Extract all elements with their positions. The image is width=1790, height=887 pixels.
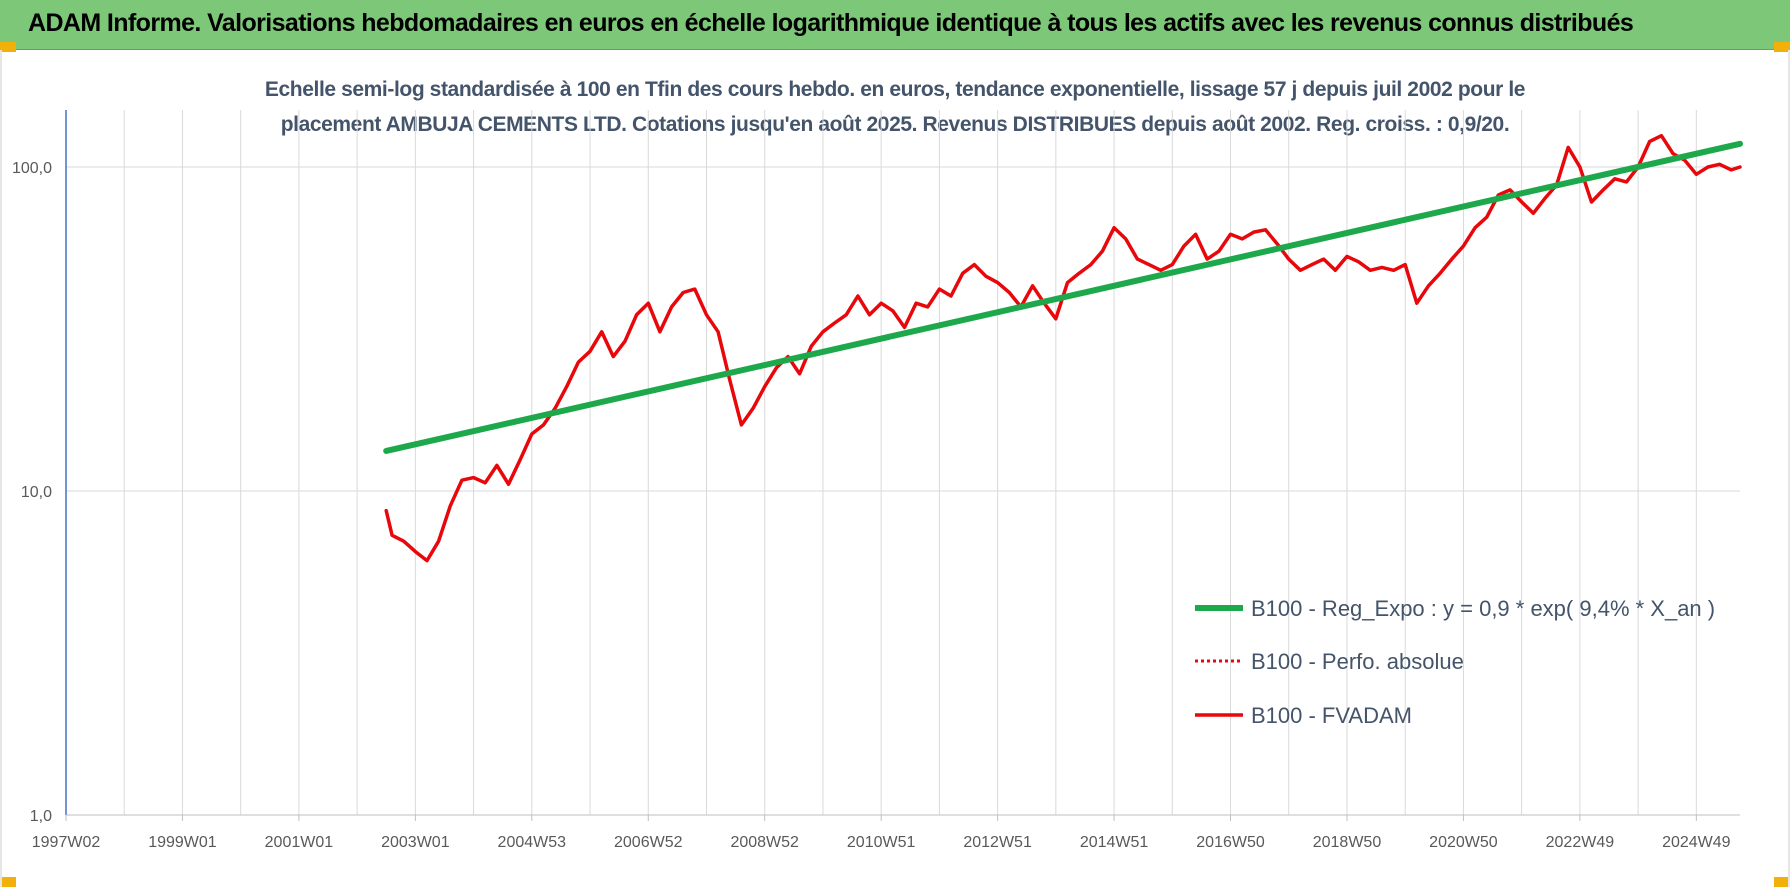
x-tick-label: 2003W01 [381,834,450,851]
corner-marker-bottom-left [0,877,16,887]
x-tick-label: 2024W49 [1662,834,1731,851]
legend-item-fvadam: B100 - FVADAM [1195,703,1412,728]
legend-item-reg-expo: B100 - Reg_Expo : y = 0,9 * exp( 9,4% * … [1195,596,1715,621]
y-tick-label: 10,0 [21,484,52,501]
x-tick-label: 2014W51 [1080,834,1149,851]
report-banner: ADAM Informe. Valorisations hebdomadaire… [0,0,1790,50]
axes: 1,0 10,0 100,0 1997W02 1999W01 2001W01 2003W01… [12,110,1740,851]
y-tick-label: 1,0 [30,808,52,825]
chart-title-line-2: placement AMBUJA CEMENTS LTD. Cotations … [280,113,1510,136]
x-tick-label: 1999W01 [148,834,217,851]
y-tick-label: 100,0 [12,160,52,177]
legend-item-perfo-absolue: B100 - Perfo. absolue [1195,649,1464,674]
x-tick-label: 2008W52 [730,834,799,851]
corner-marker-top-right [1774,42,1790,52]
legend: B100 - Reg_Expo : y = 0,9 * exp( 9,4% * … [1195,596,1715,728]
chart-title-line-1: Echelle semi-log standardisée à 100 en T… [264,78,1526,101]
x-tick-label: 2018W50 [1313,834,1382,851]
x-tick-label: 2012W51 [963,834,1032,851]
report-title: ADAM Informe. Valorisations hebdomadaire… [28,9,1634,37]
corner-marker-bottom-right [1774,877,1790,887]
legend-label: B100 - Reg_Expo : y = 0,9 * exp( 9,4% * … [1251,596,1715,621]
x-tick-label: 2001W01 [265,834,334,851]
x-tick-label: 2022W49 [1546,834,1615,851]
legend-label: B100 - Perfo. absolue [1251,649,1464,674]
x-tick-label: 2006W52 [614,834,683,851]
x-tick-label: 2020W50 [1429,834,1498,851]
series-layer [383,133,1743,563]
corner-marker-top-left [0,42,16,52]
series-line-reg-expo [383,140,1743,454]
legend-label: B100 - FVADAM [1251,703,1412,728]
chart-frame [0,50,1790,887]
x-tick-label: 1997W02 [32,834,101,851]
x-tick-label: 2016W50 [1196,834,1265,851]
series-line-fvadam [384,133,1742,563]
x-tick-label: 2010W51 [847,834,916,851]
x-tick-label: 2004W53 [498,834,567,851]
